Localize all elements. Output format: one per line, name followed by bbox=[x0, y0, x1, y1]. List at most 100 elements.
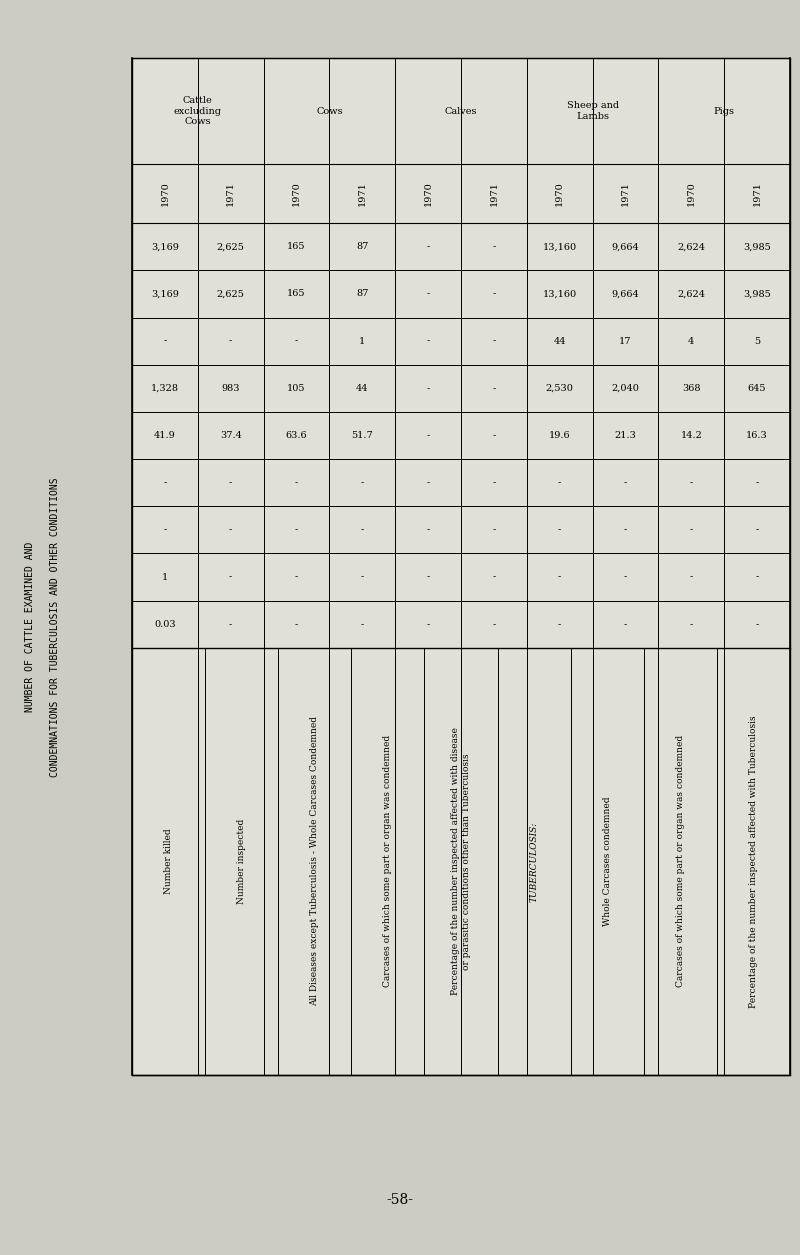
Text: -: - bbox=[361, 526, 364, 535]
Text: -: - bbox=[163, 526, 166, 535]
Text: 2,530: 2,530 bbox=[546, 384, 574, 393]
Text: -: - bbox=[492, 242, 495, 251]
Text: 21.3: 21.3 bbox=[614, 430, 637, 441]
Text: -: - bbox=[558, 478, 562, 487]
Text: -: - bbox=[163, 336, 166, 345]
Text: Number killed: Number killed bbox=[164, 828, 173, 895]
Text: 1970: 1970 bbox=[686, 181, 696, 206]
Text: Number inspected: Number inspected bbox=[237, 818, 246, 904]
Text: 1: 1 bbox=[359, 336, 366, 345]
Text: -: - bbox=[361, 572, 364, 581]
Text: -: - bbox=[229, 478, 232, 487]
Text: 51.7: 51.7 bbox=[351, 430, 373, 441]
Text: 44: 44 bbox=[356, 384, 369, 393]
Text: -: - bbox=[558, 572, 562, 581]
Text: -: - bbox=[295, 478, 298, 487]
Text: 14.2: 14.2 bbox=[680, 430, 702, 441]
Text: -: - bbox=[624, 526, 627, 535]
Text: -: - bbox=[361, 620, 364, 629]
Text: Cattle
excluding
Cows: Cattle excluding Cows bbox=[174, 97, 222, 126]
Text: 1971: 1971 bbox=[621, 181, 630, 206]
Text: 17: 17 bbox=[619, 336, 632, 345]
Text: -: - bbox=[229, 620, 232, 629]
Text: Cows: Cows bbox=[316, 107, 342, 115]
Text: TUBERCULOSIS:: TUBERCULOSIS: bbox=[530, 821, 538, 901]
Text: -: - bbox=[690, 526, 693, 535]
Text: 3,169: 3,169 bbox=[151, 290, 179, 299]
Text: 1971: 1971 bbox=[226, 181, 235, 206]
Text: 63.6: 63.6 bbox=[286, 430, 307, 441]
Text: 1,328: 1,328 bbox=[151, 384, 179, 393]
Text: 44: 44 bbox=[554, 336, 566, 345]
Text: 1970: 1970 bbox=[292, 181, 301, 206]
Text: 37.4: 37.4 bbox=[220, 430, 242, 441]
Text: NUMBER OF CATTLE EXAMINED AND: NUMBER OF CATTLE EXAMINED AND bbox=[25, 542, 35, 712]
Text: -: - bbox=[492, 526, 495, 535]
Text: 3,985: 3,985 bbox=[743, 290, 771, 299]
Text: Percentage of the number inspected affected with disease
or parasitic conditions: Percentage of the number inspected affec… bbox=[451, 728, 470, 995]
Text: -: - bbox=[690, 620, 693, 629]
Text: -: - bbox=[229, 336, 232, 345]
Text: -: - bbox=[558, 526, 562, 535]
Text: 1970: 1970 bbox=[160, 181, 170, 206]
Text: 2,625: 2,625 bbox=[217, 290, 245, 299]
Text: 13,160: 13,160 bbox=[542, 290, 577, 299]
Text: -: - bbox=[229, 526, 232, 535]
Text: -: - bbox=[755, 572, 758, 581]
Text: CONDEMNATIONS FOR TUBERCULOSIS AND OTHER CONDITIONS: CONDEMNATIONS FOR TUBERCULOSIS AND OTHER… bbox=[50, 477, 60, 777]
Text: 368: 368 bbox=[682, 384, 701, 393]
Text: -: - bbox=[426, 290, 430, 299]
Text: 165: 165 bbox=[287, 242, 306, 251]
Text: -: - bbox=[492, 478, 495, 487]
Text: 5: 5 bbox=[754, 336, 760, 345]
Text: -: - bbox=[755, 478, 758, 487]
Text: -: - bbox=[295, 526, 298, 535]
Text: Pigs: Pigs bbox=[714, 107, 734, 115]
Text: -: - bbox=[492, 430, 495, 441]
Text: 165: 165 bbox=[287, 290, 306, 299]
Text: 2,624: 2,624 bbox=[678, 290, 706, 299]
Text: 983: 983 bbox=[222, 384, 240, 393]
Text: -: - bbox=[426, 384, 430, 393]
Text: 41.9: 41.9 bbox=[154, 430, 176, 441]
Text: -: - bbox=[426, 336, 430, 345]
Text: -: - bbox=[755, 620, 758, 629]
Text: -58-: -58- bbox=[386, 1194, 414, 1207]
Text: All Diseases except Tuberculosis - Whole Carcases Condemned: All Diseases except Tuberculosis - Whole… bbox=[310, 717, 319, 1007]
Text: 3,169: 3,169 bbox=[151, 242, 179, 251]
Text: 9,664: 9,664 bbox=[612, 242, 639, 251]
Text: -: - bbox=[426, 242, 430, 251]
Text: 1971: 1971 bbox=[490, 181, 498, 206]
Text: Calves: Calves bbox=[445, 107, 478, 115]
Text: Carcases of which some part or organ was condemned: Carcases of which some part or organ was… bbox=[383, 735, 392, 988]
Text: -: - bbox=[426, 478, 430, 487]
Text: -: - bbox=[426, 430, 430, 441]
Text: 87: 87 bbox=[356, 242, 369, 251]
Text: 2,624: 2,624 bbox=[678, 242, 706, 251]
Text: 1971: 1971 bbox=[358, 181, 366, 206]
Text: -: - bbox=[163, 478, 166, 487]
Text: 16.3: 16.3 bbox=[746, 430, 768, 441]
Text: 1971: 1971 bbox=[753, 181, 762, 206]
Text: Carcases of which some part or organ was condemned: Carcases of which some part or organ was… bbox=[676, 735, 685, 988]
Text: 2,040: 2,040 bbox=[611, 384, 639, 393]
Text: -: - bbox=[426, 572, 430, 581]
Text: 1970: 1970 bbox=[555, 181, 564, 206]
Text: -: - bbox=[690, 572, 693, 581]
Text: 1970: 1970 bbox=[424, 181, 433, 206]
Text: -: - bbox=[492, 336, 495, 345]
Text: -: - bbox=[426, 526, 430, 535]
Text: -: - bbox=[690, 478, 693, 487]
Text: Percentage of the number inspected affected with Tuberculosis: Percentage of the number inspected affec… bbox=[749, 715, 758, 1008]
Text: 19.6: 19.6 bbox=[549, 430, 570, 441]
Text: 645: 645 bbox=[748, 384, 766, 393]
Text: Sheep and
Lambs: Sheep and Lambs bbox=[566, 102, 618, 120]
Text: 1: 1 bbox=[162, 572, 168, 581]
Text: -: - bbox=[492, 572, 495, 581]
Text: 105: 105 bbox=[287, 384, 306, 393]
Bar bbox=[132, 58, 790, 1076]
Text: -: - bbox=[295, 336, 298, 345]
Text: -: - bbox=[624, 620, 627, 629]
Text: -: - bbox=[558, 620, 562, 629]
Text: -: - bbox=[492, 290, 495, 299]
